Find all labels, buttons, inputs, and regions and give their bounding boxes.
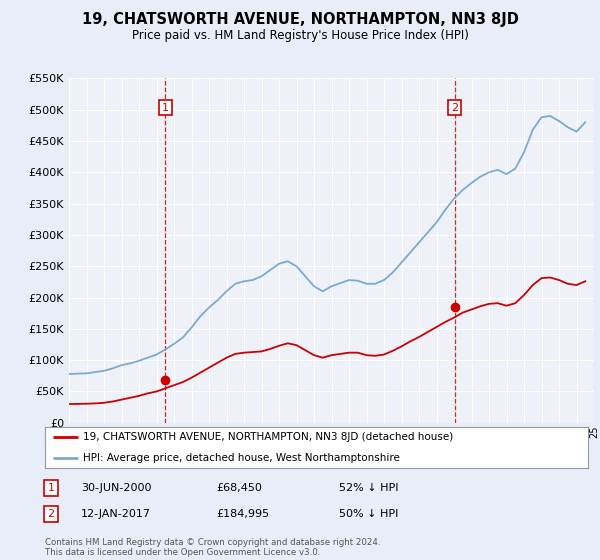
Text: Contains HM Land Registry data © Crown copyright and database right 2024.
This d: Contains HM Land Registry data © Crown c… xyxy=(45,538,380,557)
Text: Price paid vs. HM Land Registry's House Price Index (HPI): Price paid vs. HM Land Registry's House … xyxy=(131,29,469,42)
Text: 30-JUN-2000: 30-JUN-2000 xyxy=(81,483,151,493)
Text: £184,995: £184,995 xyxy=(216,509,269,519)
Text: £68,450: £68,450 xyxy=(216,483,262,493)
Text: 12-JAN-2017: 12-JAN-2017 xyxy=(81,509,151,519)
Text: 50% ↓ HPI: 50% ↓ HPI xyxy=(339,509,398,519)
Text: 2: 2 xyxy=(47,509,55,519)
Text: 19, CHATSWORTH AVENUE, NORTHAMPTON, NN3 8JD: 19, CHATSWORTH AVENUE, NORTHAMPTON, NN3 … xyxy=(82,12,518,27)
Text: 52% ↓ HPI: 52% ↓ HPI xyxy=(339,483,398,493)
Text: 1: 1 xyxy=(47,483,55,493)
Text: 19, CHATSWORTH AVENUE, NORTHAMPTON, NN3 8JD (detached house): 19, CHATSWORTH AVENUE, NORTHAMPTON, NN3 … xyxy=(83,432,453,442)
Text: 1: 1 xyxy=(162,102,169,113)
Text: HPI: Average price, detached house, West Northamptonshire: HPI: Average price, detached house, West… xyxy=(83,452,400,463)
Text: 2: 2 xyxy=(451,102,458,113)
